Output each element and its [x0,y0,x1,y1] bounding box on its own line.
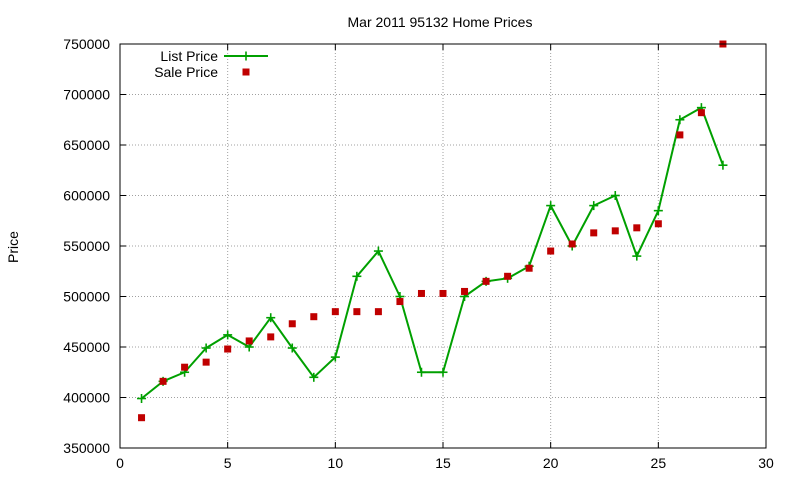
list-price-point [373,246,383,256]
sale-price-point [331,308,339,316]
axis-ticks: 350000 400000 450000 500000 550000 600000 6500… [63,36,774,471]
sale-price-point [611,227,619,235]
list-price-point [416,367,426,377]
sale-price-point [396,298,404,306]
list-price-point [675,115,685,125]
y-axis-label: Price [5,231,21,263]
y-tick-label: 700000 [63,87,110,103]
sale-price-point [461,287,469,295]
sale-price-point [202,358,210,366]
chart-title: Mar 2011 95132 Home Prices [348,14,533,30]
chart-legend: List Price Sale Price [154,48,268,80]
list-price-line [140,106,724,400]
sale-price-point [353,308,361,316]
sale-price-point [374,308,382,316]
y-tick-label: 650000 [63,137,110,153]
y-tick-label: 550000 [63,238,110,254]
legend-label-sale-price: Sale Price [154,64,218,80]
list-price-point [330,352,340,362]
sale-price-point [504,272,512,280]
sale-price-point [676,131,684,139]
y-tick-label: 350000 [63,440,110,456]
list-price-point [266,313,276,323]
list-price-point [610,191,620,200]
y-tick-label: 400000 [63,390,110,406]
x-tick-label: 5 [224,455,232,471]
x-tick-label: 30 [758,455,774,471]
sale-price-point [417,289,425,297]
list-price-point [718,160,728,170]
list-price-point [653,206,663,216]
sale-price-point [310,313,318,321]
sale-price-point [267,333,275,341]
y-tick-label: 750000 [63,36,110,52]
sale-price-point [482,277,490,285]
list-price-point [137,394,147,404]
sale-price-point [288,320,296,328]
y-tick-label: 600000 [63,188,110,204]
sale-price-point [138,414,146,422]
legend-label-list-price: List Price [160,48,218,64]
legend-swatch-list-price [224,51,268,61]
sale-price-point [654,220,662,228]
x-tick-label: 10 [328,455,344,471]
x-tick-label: 25 [651,455,667,471]
plot-area-border [119,43,767,449]
list-price-point [352,271,362,281]
y-tick-label: 500000 [63,289,110,305]
sale-price-point [159,377,167,385]
data-series [137,40,728,422]
legend-marker-sale-price [242,68,250,76]
sale-price-point [525,264,533,272]
legend-swatch-sale-price [242,68,250,76]
list-price-point [309,372,319,382]
sale-price-point [439,289,447,297]
list-price-point [589,201,599,211]
legend-marker-list-price [241,51,251,61]
list-price-point [546,201,556,211]
sale-price-point [547,247,555,255]
list-price-point [223,330,233,340]
list-price-point [632,251,642,261]
x-tick-label: 20 [543,455,559,471]
sale-price-point [181,363,189,371]
sale-price-point [568,240,576,248]
sale-price-point [633,224,641,232]
y-tick-label: 450000 [63,339,110,355]
sale-price-point [590,229,598,237]
sale-price-point [245,337,253,345]
grid-lines [120,44,766,448]
sale-price-point [224,345,232,353]
list-price-point [287,343,297,353]
x-tick-label: 15 [435,455,451,471]
list-price-point [201,343,211,353]
x-tick-label: 0 [116,455,124,471]
sale-price-point [697,109,705,117]
list-price-point [438,367,448,377]
